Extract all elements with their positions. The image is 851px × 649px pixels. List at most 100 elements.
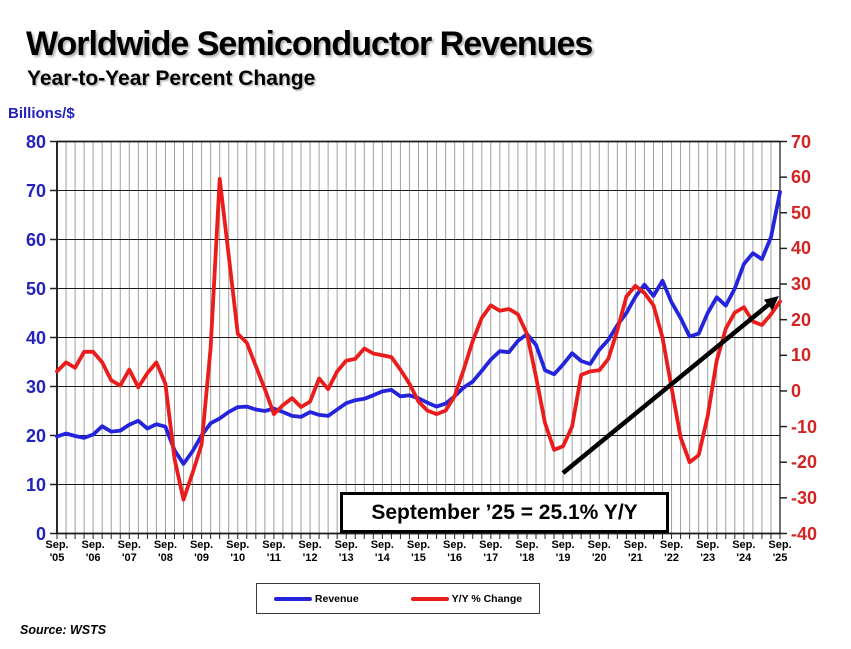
right-axis-tick-label: 40	[791, 238, 812, 259]
x-tick-month: Sep.	[551, 539, 575, 551]
x-axis-tick-label: Sep. '13	[324, 539, 368, 565]
x-axis-tick-label: Sep. '12	[288, 539, 332, 565]
legend-label-revenue: Revenue	[314, 592, 359, 605]
left-axis-tick-label: 80	[25, 131, 46, 152]
left-axis-tick-label: 40	[25, 327, 46, 348]
x-tick-month: Sep.	[406, 539, 431, 551]
x-tick-year: '09	[194, 552, 210, 564]
right-axis-tick-label: 70	[791, 131, 812, 152]
x-tick-month: Sep.	[45, 539, 69, 551]
x-tick-month: Sep.	[117, 539, 141, 551]
x-axis-tick-label: Sep. '24	[722, 539, 766, 565]
revenue-line-swatch	[273, 596, 312, 601]
source-credit: Source: WSTS	[20, 623, 107, 637]
x-tick-month: Sep.	[370, 539, 394, 551]
x-axis-tick-label: Sep. '15	[397, 539, 441, 565]
right-axis-tick-label: 20	[791, 309, 812, 330]
x-tick-year: '13	[338, 552, 354, 564]
x-tick-month: Sep.	[334, 539, 358, 551]
page-subtitle: Year-to-Year Percent Change	[27, 67, 316, 90]
x-tick-year: '20	[591, 552, 607, 564]
x-tick-month: Sep.	[153, 539, 178, 551]
x-tick-year: '12	[302, 552, 318, 564]
x-axis-tick-label: Sep. '21	[613, 539, 657, 565]
right-axis-tick-label: 60	[791, 167, 812, 188]
x-axis-tick-label: Sep. '22	[650, 539, 694, 565]
callout-box: September ’25 = 25.1% Y/Y	[340, 492, 669, 533]
left-axis-tick-label: 70	[25, 180, 46, 201]
left-axis-tick-label: 20	[25, 425, 46, 446]
x-tick-year: '11	[266, 552, 282, 564]
x-axis-tick-label: Sep. '10	[216, 539, 260, 565]
x-tick-year: '23	[700, 552, 716, 564]
yoy-line-swatch	[410, 596, 449, 601]
callout-text: September ’25 = 25.1% Y/Y	[371, 500, 638, 524]
left-axis-tick-label: 50	[25, 278, 46, 299]
right-axis-tick-label: -10	[791, 416, 818, 437]
x-tick-month: Sep.	[587, 539, 611, 551]
callout-arrowhead-icon	[763, 296, 779, 311]
legend: Revenue Y/Y % Change	[256, 583, 540, 614]
x-tick-year: '15	[411, 552, 426, 564]
left-axis-tick-label: 0	[35, 523, 46, 544]
left-axis-title: Billions/$	[8, 105, 75, 122]
x-tick-year: '07	[121, 552, 137, 564]
x-tick-month: Sep.	[81, 539, 105, 551]
x-tick-month: Sep.	[732, 539, 756, 551]
x-axis-tick-label: Sep. '14	[360, 539, 404, 565]
x-tick-month: Sep.	[443, 539, 467, 551]
x-tick-year: '18	[519, 552, 535, 564]
x-tick-month: Sep.	[189, 539, 214, 551]
x-axis-tick-label: Sep. '08	[143, 539, 187, 565]
callout-arrow-shaft	[561, 303, 770, 475]
x-axis-tick-label: Sep. '07	[107, 539, 151, 565]
x-tick-year: '10	[230, 552, 246, 564]
x-tick-year: '05	[49, 552, 65, 564]
x-axis-tick-label: Sep. '18	[505, 539, 549, 565]
x-tick-year: '19	[555, 552, 571, 564]
legend-item-revenue: Revenue	[273, 592, 359, 605]
x-axis-tick-label: Sep. '23	[686, 539, 730, 565]
x-tick-month: Sep.	[479, 539, 503, 551]
x-tick-year: '06	[85, 552, 101, 564]
x-tick-month: Sep.	[298, 539, 322, 551]
right-axis-tick-label: 10	[791, 345, 812, 366]
x-axis-tick-label: Sep. '05	[35, 539, 79, 565]
left-axis-tick-label: 10	[25, 474, 46, 495]
x-axis-tick-label: Sep. '20	[577, 539, 621, 565]
x-axis-tick-label: Sep. '06	[71, 539, 115, 565]
x-tick-year: '24	[736, 552, 752, 564]
right-axis-tick-label: 50	[791, 202, 812, 223]
x-tick-year: '22	[664, 552, 679, 564]
x-tick-month: Sep.	[623, 539, 647, 551]
page-title: Worldwide Semiconductor Revenues	[26, 25, 593, 63]
x-axis-tick-label: Sep. '11	[252, 539, 296, 565]
right-axis-tick-label: -20	[791, 452, 818, 473]
x-axis-tick-label: Sep. '09	[180, 539, 224, 565]
x-tick-year: '25	[772, 552, 788, 564]
x-tick-year: '14	[374, 552, 390, 564]
legend-item-yoy: Y/Y % Change	[410, 592, 523, 605]
x-axis-tick-label: Sep. '16	[433, 539, 477, 565]
x-axis-tick-label: Sep. '17	[469, 539, 513, 565]
legend-label-yoy: Y/Y % Change	[451, 592, 523, 605]
x-tick-year: '08	[158, 552, 173, 564]
x-tick-month: Sep.	[659, 539, 684, 551]
x-axis-tick-label: Sep. '19	[541, 539, 585, 565]
yoy-change-line	[55, 177, 782, 502]
x-tick-year: '16	[447, 552, 463, 564]
right-axis-tick-label: -30	[791, 487, 818, 508]
x-axis-tick-label: Sep. '25	[758, 539, 802, 565]
right-axis-tick-label: 30	[791, 274, 812, 295]
x-tick-month: Sep.	[768, 539, 792, 551]
x-tick-month: Sep.	[262, 539, 286, 551]
right-axis-tick-label: 0	[791, 380, 802, 401]
x-tick-year: '17	[483, 552, 499, 564]
right-axis-tick-label: -40	[791, 523, 818, 544]
x-tick-year: '21	[627, 552, 643, 564]
left-axis-tick-label: 60	[25, 229, 46, 250]
x-tick-month: Sep.	[696, 539, 720, 551]
x-tick-month: Sep.	[226, 539, 250, 551]
